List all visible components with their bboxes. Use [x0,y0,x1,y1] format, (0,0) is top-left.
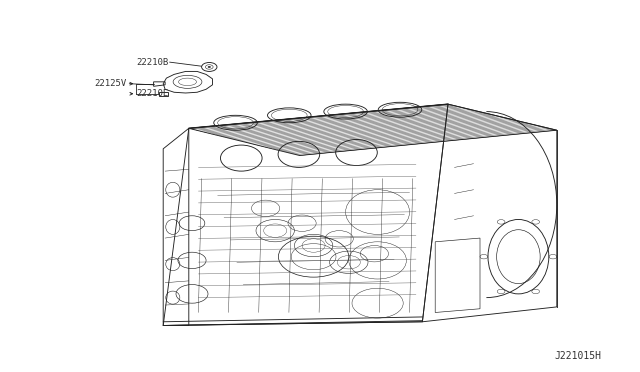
Text: 22210B: 22210B [136,58,168,67]
Text: 22210E: 22210E [136,89,168,98]
Circle shape [208,66,211,68]
Text: J221015H: J221015H [555,351,602,361]
Text: 22125V: 22125V [95,79,127,88]
